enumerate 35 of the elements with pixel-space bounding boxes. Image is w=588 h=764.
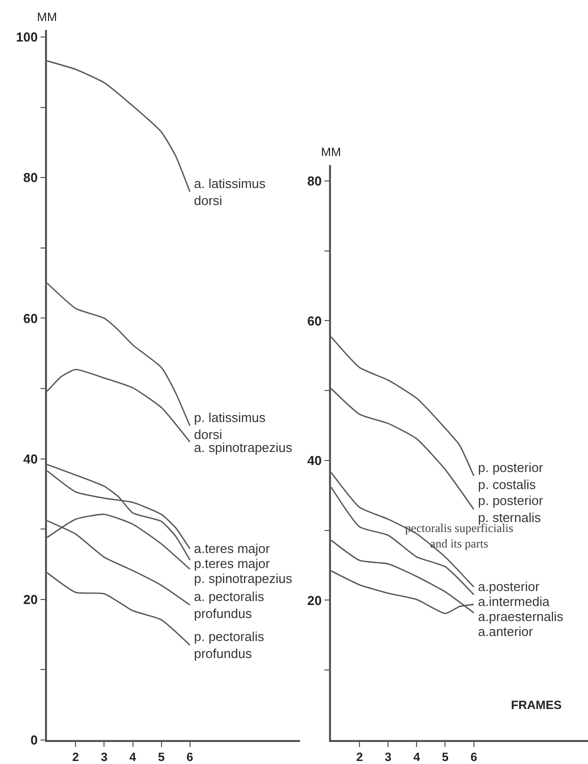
x-tick-label: 5 [158, 750, 165, 764]
series-label: a. latissimus dorsi [194, 176, 266, 208]
series-label: a. pectoralis profundus [194, 589, 265, 621]
y-tick-label: 0 [30, 732, 38, 748]
y-tick-label: 80 [307, 174, 322, 189]
series-label: p. spinotrapezius [194, 571, 293, 586]
y-tick-label: 40 [23, 451, 38, 466]
x-tick-label: 3 [100, 750, 108, 764]
x-tick-label: 4 [413, 750, 420, 764]
series-label: a.praesternalis [478, 609, 564, 624]
series-label: p.teres major [194, 556, 271, 571]
series-label: a.intermedia [478, 594, 550, 609]
x-tick-label: 4 [129, 750, 136, 764]
x-tick-label: 2 [72, 750, 80, 764]
y-tick-label: 20 [23, 592, 38, 607]
series-label: p. pectoralis profundus [194, 629, 265, 661]
series-label: a.posterior [478, 579, 540, 594]
x-tick-label: 3 [384, 750, 392, 764]
y-tick-label: 20 [307, 592, 322, 608]
series-label: a. spinotrapezius [194, 440, 293, 455]
y-tick-label: 60 [23, 310, 38, 326]
series-label: a.anterior [478, 624, 534, 639]
series-label: a.teres major [194, 541, 271, 556]
x-tick-label: 5 [442, 750, 449, 764]
x-tick-label: 6 [186, 750, 194, 764]
x-tick-label: 2 [356, 750, 364, 764]
y-tick-label: 40 [307, 453, 322, 468]
x-tick-label: 6 [470, 750, 478, 764]
x-axis-title: FRAMES [511, 698, 562, 712]
y-tick-label: 80 [23, 170, 38, 186]
y-axis-title: MM [321, 145, 341, 159]
y-tick-label: 100 [16, 30, 38, 45]
y-axis-title: MM [37, 10, 57, 24]
y-tick-label: 60 [307, 313, 322, 328]
series-label: p. posterior p. sternalis [478, 493, 544, 525]
